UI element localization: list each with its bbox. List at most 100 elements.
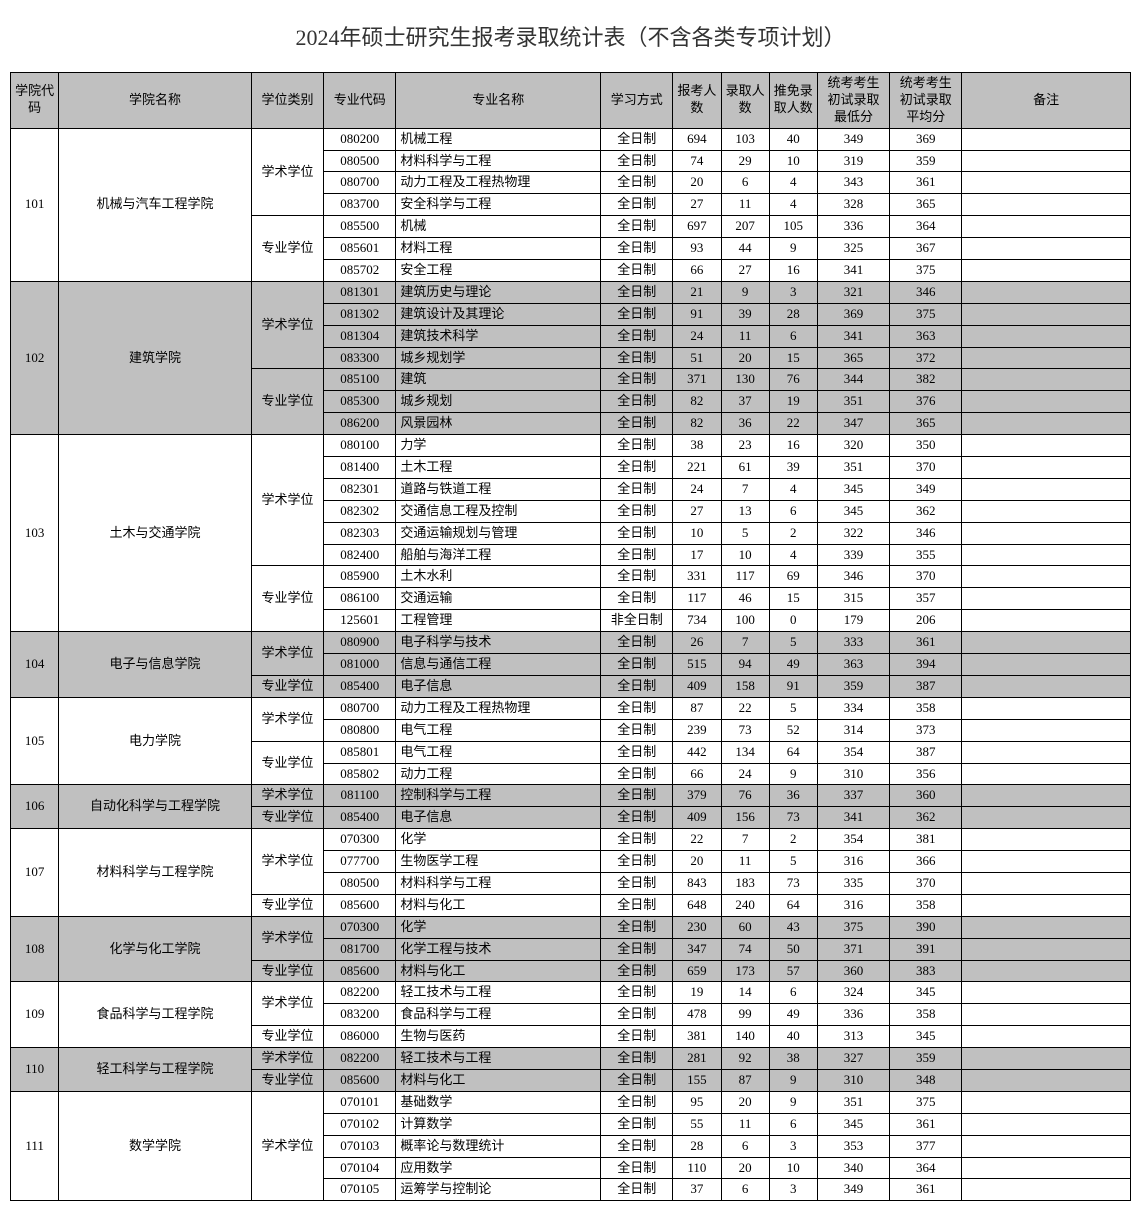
cell-min-score: 351 xyxy=(817,1091,889,1113)
header-study-mode: 学习方式 xyxy=(601,73,673,129)
cell-study-mode: 全日制 xyxy=(601,303,673,325)
cell-admitted: 100 xyxy=(721,610,769,632)
cell-admitted: 92 xyxy=(721,1048,769,1070)
cell-study-mode: 全日制 xyxy=(601,916,673,938)
table-row: 107材料科学与工程学院学术学位070300化学全日制2272354381 xyxy=(11,829,1131,851)
cell-admitted: 14 xyxy=(721,982,769,1004)
cell-admitted: 99 xyxy=(721,1004,769,1026)
cell-study-mode: 全日制 xyxy=(601,435,673,457)
cell-admitted: 134 xyxy=(721,741,769,763)
cell-study-mode: 全日制 xyxy=(601,894,673,916)
cell-avg-score: 361 xyxy=(890,1113,962,1135)
cell-avg-score: 362 xyxy=(890,807,962,829)
cell-major-name: 建筑技术科学 xyxy=(396,325,601,347)
cell-major-name: 化学 xyxy=(396,829,601,851)
cell-applicants: 24 xyxy=(673,478,721,500)
cell-applicants: 110 xyxy=(673,1157,721,1179)
cell-applicants: 24 xyxy=(673,325,721,347)
cell-degree-type: 专业学位 xyxy=(251,1026,323,1048)
cell-recommended: 0 xyxy=(769,610,817,632)
cell-avg-score: 387 xyxy=(890,741,962,763)
cell-study-mode: 全日制 xyxy=(601,369,673,391)
cell-major-code: 085600 xyxy=(324,1069,396,1091)
cell-degree-type: 学术学位 xyxy=(251,785,323,807)
cell-remark xyxy=(962,1157,1131,1179)
cell-admitted: 158 xyxy=(721,675,769,697)
cell-admitted: 10 xyxy=(721,544,769,566)
cell-degree-type: 学术学位 xyxy=(251,697,323,741)
cell-applicants: 648 xyxy=(673,894,721,916)
cell-avg-score: 358 xyxy=(890,1004,962,1026)
cell-degree-type: 专业学位 xyxy=(251,566,323,632)
cell-min-score: 336 xyxy=(817,1004,889,1026)
cell-study-mode: 全日制 xyxy=(601,588,673,610)
cell-min-score: 325 xyxy=(817,238,889,260)
cell-college-code: 104 xyxy=(11,632,59,698)
cell-admitted: 23 xyxy=(721,435,769,457)
cell-min-score: 339 xyxy=(817,544,889,566)
cell-recommended: 9 xyxy=(769,1069,817,1091)
cell-recommended: 39 xyxy=(769,457,817,479)
cell-applicants: 93 xyxy=(673,238,721,260)
cell-remark xyxy=(962,303,1131,325)
cell-min-score: 322 xyxy=(817,522,889,544)
cell-recommended: 3 xyxy=(769,1179,817,1201)
cell-major-code: 080700 xyxy=(324,697,396,719)
cell-admitted: 5 xyxy=(721,522,769,544)
cell-study-mode: 全日制 xyxy=(601,851,673,873)
cell-min-score: 344 xyxy=(817,369,889,391)
cell-major-code: 086100 xyxy=(324,588,396,610)
cell-study-mode: 全日制 xyxy=(601,960,673,982)
header-college-code: 学院代码 xyxy=(11,73,59,129)
cell-major-name: 动力工程及工程热物理 xyxy=(396,172,601,194)
cell-study-mode: 全日制 xyxy=(601,807,673,829)
cell-min-score: 369 xyxy=(817,303,889,325)
cell-college-code: 110 xyxy=(11,1048,59,1092)
cell-admitted: 61 xyxy=(721,457,769,479)
cell-applicants: 694 xyxy=(673,128,721,150)
cell-college-name: 化学与化工学院 xyxy=(59,916,252,982)
cell-applicants: 38 xyxy=(673,435,721,457)
cell-major-name: 概率论与数理统计 xyxy=(396,1135,601,1157)
cell-major-name: 交通运输 xyxy=(396,588,601,610)
cell-min-score: 324 xyxy=(817,982,889,1004)
cell-major-code: 080500 xyxy=(324,150,396,172)
cell-avg-score: 355 xyxy=(890,544,962,566)
cell-major-name: 城乡规划学 xyxy=(396,347,601,369)
cell-recommended: 5 xyxy=(769,632,817,654)
cell-remark xyxy=(962,391,1131,413)
cell-major-code: 082301 xyxy=(324,478,396,500)
cell-major-name: 材料科学与工程 xyxy=(396,150,601,172)
cell-avg-score: 364 xyxy=(890,216,962,238)
cell-remark xyxy=(962,566,1131,588)
cell-major-code: 083300 xyxy=(324,347,396,369)
cell-study-mode: 全日制 xyxy=(601,1048,673,1070)
cell-study-mode: 全日制 xyxy=(601,347,673,369)
cell-avg-score: 375 xyxy=(890,303,962,325)
cell-min-score: 335 xyxy=(817,872,889,894)
cell-avg-score: 375 xyxy=(890,260,962,282)
table-row: 110轻工科学与工程学院学术学位082200轻工技术与工程全日制28192383… xyxy=(11,1048,1131,1070)
table-body: 101机械与汽车工程学院学术学位080200机械工程全日制69410340349… xyxy=(11,128,1131,1201)
cell-recommended: 4 xyxy=(769,478,817,500)
cell-admitted: 240 xyxy=(721,894,769,916)
cell-remark xyxy=(962,128,1131,150)
cell-study-mode: 全日制 xyxy=(601,741,673,763)
cell-major-code: 081000 xyxy=(324,654,396,676)
cell-remark xyxy=(962,172,1131,194)
cell-applicants: 55 xyxy=(673,1113,721,1135)
cell-min-score: 334 xyxy=(817,697,889,719)
cell-recommended: 36 xyxy=(769,785,817,807)
cell-admitted: 6 xyxy=(721,1135,769,1157)
cell-major-name: 交通运输规划与管理 xyxy=(396,522,601,544)
cell-college-name: 数学学院 xyxy=(59,1091,252,1200)
cell-recommended: 9 xyxy=(769,1091,817,1113)
cell-avg-score: 375 xyxy=(890,1091,962,1113)
cell-min-score: 346 xyxy=(817,566,889,588)
cell-recommended: 9 xyxy=(769,238,817,260)
cell-admitted: 73 xyxy=(721,719,769,741)
cell-avg-score: 394 xyxy=(890,654,962,676)
cell-recommended: 2 xyxy=(769,829,817,851)
cell-recommended: 2 xyxy=(769,522,817,544)
cell-major-code: 085802 xyxy=(324,763,396,785)
